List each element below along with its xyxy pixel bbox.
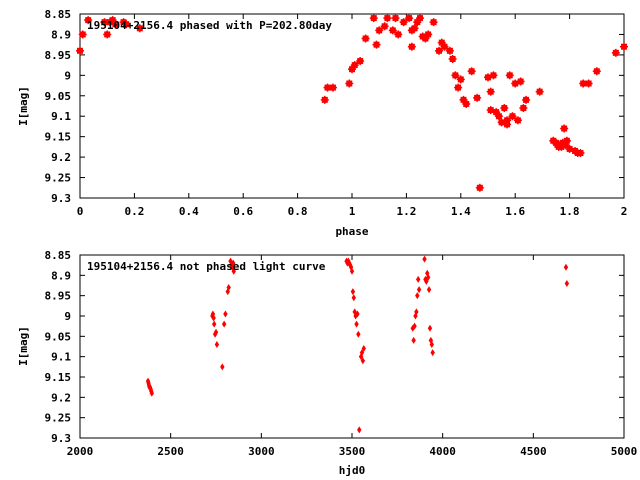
data-point xyxy=(412,322,417,330)
x-tick-label: 3500 xyxy=(339,445,366,458)
y-tick-label: 8.9 xyxy=(51,269,71,282)
data-point xyxy=(231,259,236,267)
data-point xyxy=(214,340,220,348)
x-tick-label: 0 xyxy=(77,205,84,218)
y-tick-label: 9.1 xyxy=(51,110,71,123)
data-point xyxy=(426,286,432,294)
data-point xyxy=(430,349,435,357)
data-points xyxy=(145,255,570,434)
x-tick-label: 0.4 xyxy=(179,205,199,218)
y-tick-label: 9.15 xyxy=(45,371,72,384)
data-point xyxy=(564,279,570,287)
data-point xyxy=(211,320,217,328)
y-tick-label: 9.15 xyxy=(45,131,72,144)
data-points xyxy=(76,14,628,192)
y-tick-label: 9.05 xyxy=(45,330,72,343)
chart-title: 195104+2156.4 phased with P=202.80day xyxy=(87,19,332,32)
data-point xyxy=(415,292,420,300)
data-point xyxy=(223,310,228,318)
data-point xyxy=(351,294,357,302)
data-point xyxy=(414,308,419,316)
x-tick-label: 5000 xyxy=(611,445,638,458)
x-tick-label: 1.6 xyxy=(505,205,525,218)
chart-panel-2: 2000 2500 3000 3500 4000 4500 5000 8.85 8.9 8.95 9… xyxy=(17,249,637,477)
x-tick-label: 1.4 xyxy=(451,205,471,218)
data-point xyxy=(411,336,416,344)
chart-title: 195104+2156.4 not phased light curve xyxy=(87,260,326,273)
y-tick-label: 8.85 xyxy=(45,8,72,21)
x-tick-label: 2 xyxy=(621,205,628,218)
data-point xyxy=(350,288,356,296)
x-tick-label: 2000 xyxy=(67,445,94,458)
x-tick-label: 0.2 xyxy=(124,205,144,218)
data-point xyxy=(231,267,236,275)
data-point xyxy=(563,263,569,271)
y-tick-label: 9.25 xyxy=(45,412,72,425)
y-tick-label: 9.1 xyxy=(51,351,71,364)
x-axis-label: hjd0 xyxy=(339,464,366,477)
data-point xyxy=(354,320,359,328)
y-tick-label: 9 xyxy=(64,310,71,323)
data-point xyxy=(415,275,421,283)
data-point xyxy=(349,267,355,275)
x-tick-label: 1.8 xyxy=(560,205,580,218)
y-tick-label: 9.2 xyxy=(51,151,71,164)
x-tick-label: 4500 xyxy=(520,445,547,458)
x-tick-label: 3000 xyxy=(248,445,275,458)
data-point xyxy=(361,345,366,353)
y-tick-label: 8.95 xyxy=(45,49,72,62)
data-point xyxy=(356,330,361,338)
y-tick-label: 8.95 xyxy=(45,290,72,303)
data-point xyxy=(425,273,431,281)
data-point xyxy=(416,286,422,294)
y-tick-label: 9.2 xyxy=(51,391,71,404)
data-point xyxy=(221,320,227,328)
data-point xyxy=(355,310,360,318)
x-tick-label: 4000 xyxy=(429,445,456,458)
data-point xyxy=(360,357,366,365)
plot-frame xyxy=(79,254,625,439)
x-tick-label: 2500 xyxy=(157,445,184,458)
x-tick-label: 1 xyxy=(349,205,356,218)
y-tick-label: 9.3 xyxy=(51,432,71,445)
x-tick-label: 0.8 xyxy=(288,205,308,218)
data-point xyxy=(429,340,434,348)
data-point xyxy=(211,314,216,322)
data-point xyxy=(422,255,427,263)
y-tick-label: 9.25 xyxy=(45,172,72,185)
data-point xyxy=(427,324,433,332)
plot-frame xyxy=(79,13,625,199)
y-tick-label: 8.9 xyxy=(51,28,71,41)
data-point xyxy=(149,389,155,397)
y-axis-label: I[mag] xyxy=(17,86,30,126)
chart-panel-1: 0 0.2 0.4 0.6 0.8 1 1.2 1.4 1.6 1.8 2 8.85 8.9 8.95 9 9… xyxy=(17,8,628,238)
y-axis-label: I[mag] xyxy=(17,326,30,366)
x-tick-label: 0.6 xyxy=(233,205,253,218)
data-point xyxy=(213,328,219,336)
x-tick-label: 1.2 xyxy=(396,205,416,218)
y-tick-label: 9 xyxy=(64,69,71,82)
data-point xyxy=(226,284,231,292)
y-tick-label: 8.85 xyxy=(45,249,72,262)
data-point xyxy=(220,363,225,371)
x-axis-label: phase xyxy=(335,225,368,238)
data-point xyxy=(357,426,362,434)
y-tick-label: 9.3 xyxy=(51,192,71,205)
y-tick-label: 9.05 xyxy=(45,90,72,103)
